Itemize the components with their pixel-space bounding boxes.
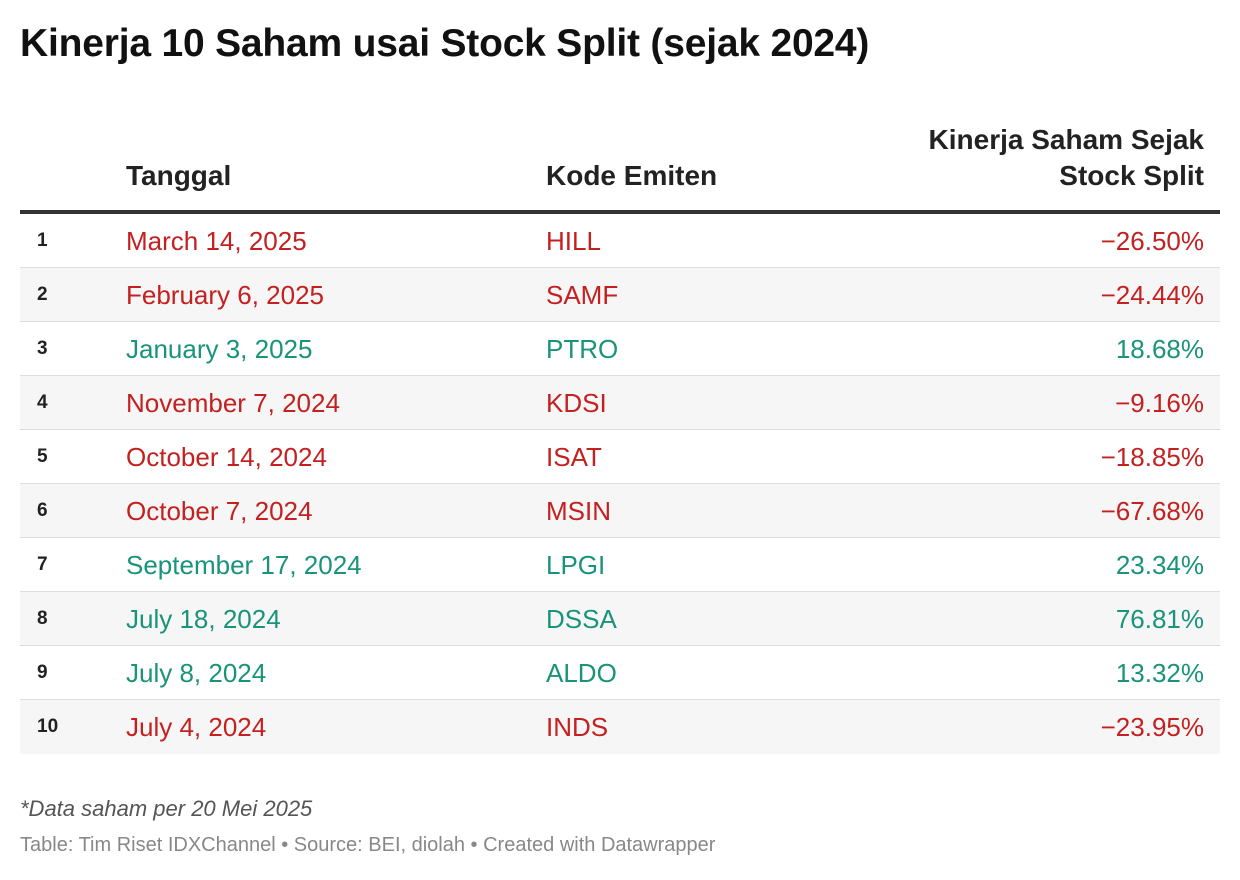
column-header-kinerja: Kinerja Saham Sejak Stock Split [864, 122, 1204, 194]
table-row: 5 October 14, 2024 ISAT −18.85% [20, 430, 1220, 484]
chart-title: Kinerja 10 Saham usai Stock Split (sejak… [20, 22, 870, 65]
row-code: ISAT [546, 442, 602, 472]
column-header-kinerja-line2: Stock Split [1059, 160, 1204, 191]
row-performance: 18.68% [1115, 334, 1204, 364]
row-performance: −24.44% [1100, 280, 1204, 310]
table-row: 9 July 8, 2024 ALDO 13.32% [20, 646, 1220, 700]
column-header-kinerja-line1: Kinerja Saham Sejak [928, 124, 1204, 155]
row-date: January 3, 2025 [126, 334, 313, 364]
row-performance: −18.85% [1100, 442, 1204, 472]
row-date: March 14, 2025 [126, 226, 307, 256]
row-rank: 3 [37, 338, 48, 359]
row-date: November 7, 2024 [126, 388, 340, 418]
row-rank: 2 [37, 284, 48, 305]
row-date: October 7, 2024 [126, 496, 313, 526]
performance-table: Tanggal Kode Emiten Kinerja Saham Sejak … [20, 118, 1220, 754]
row-code: KDSI [546, 388, 607, 418]
row-date: July 4, 2024 [126, 712, 267, 742]
row-date: February 6, 2025 [126, 280, 325, 310]
table-row: 7 September 17, 2024 LPGI 23.34% [20, 538, 1220, 592]
row-code: HILL [546, 226, 601, 256]
table-header: Tanggal Kode Emiten Kinerja Saham Sejak … [20, 118, 1220, 214]
row-date: July 18, 2024 [126, 604, 281, 634]
row-performance: 13.32% [1115, 658, 1204, 688]
row-performance: 76.81% [1115, 604, 1204, 634]
table-row: 10 July 4, 2024 INDS −23.95% [20, 700, 1220, 754]
column-header-kode-emiten: Kode Emiten [546, 160, 718, 191]
row-code: SAMF [546, 280, 619, 310]
row-performance: −23.95% [1100, 712, 1204, 742]
row-rank: 4 [37, 392, 48, 413]
table-row: 8 July 18, 2024 DSSA 76.81% [20, 592, 1220, 646]
table-row: 3 January 3, 2025 PTRO 18.68% [20, 322, 1220, 376]
data-note: *Data saham per 20 Mei 2025 [20, 796, 313, 821]
row-performance: −26.50% [1100, 226, 1204, 256]
row-date: October 14, 2024 [126, 442, 327, 472]
row-rank: 10 [37, 716, 59, 737]
row-code: MSIN [546, 496, 611, 526]
row-code: LPGI [546, 550, 606, 580]
table-row: 2 February 6, 2025 SAMF −24.44% [20, 268, 1220, 322]
row-rank: 6 [37, 500, 48, 521]
row-rank: 5 [37, 446, 48, 467]
row-rank: 1 [37, 230, 48, 251]
row-performance: −9.16% [1115, 388, 1204, 418]
row-code: DSSA [546, 604, 617, 634]
table-footer: Table: Tim Riset IDXChannel • Source: BE… [20, 834, 716, 856]
row-code: ALDO [546, 658, 617, 688]
table-row: 4 November 7, 2024 KDSI −9.16% [20, 376, 1220, 430]
row-rank: 8 [37, 608, 48, 629]
row-performance: −67.68% [1100, 496, 1204, 526]
row-rank: 7 [37, 554, 48, 575]
row-code: PTRO [546, 334, 619, 364]
row-performance: 23.34% [1115, 550, 1204, 580]
column-header-tanggal: Tanggal [126, 160, 232, 191]
table-body: 1 March 14, 2025 HILL −26.50% 2 February 6, 2… [20, 214, 1220, 754]
row-date: July 8, 2024 [126, 658, 267, 688]
row-code: INDS [546, 712, 609, 742]
table-row: 1 March 14, 2025 HILL −26.50% [20, 214, 1220, 268]
table-row: 6 October 7, 2024 MSIN −67.68% [20, 484, 1220, 538]
row-date: September 17, 2024 [126, 550, 362, 580]
row-rank: 9 [37, 662, 48, 683]
